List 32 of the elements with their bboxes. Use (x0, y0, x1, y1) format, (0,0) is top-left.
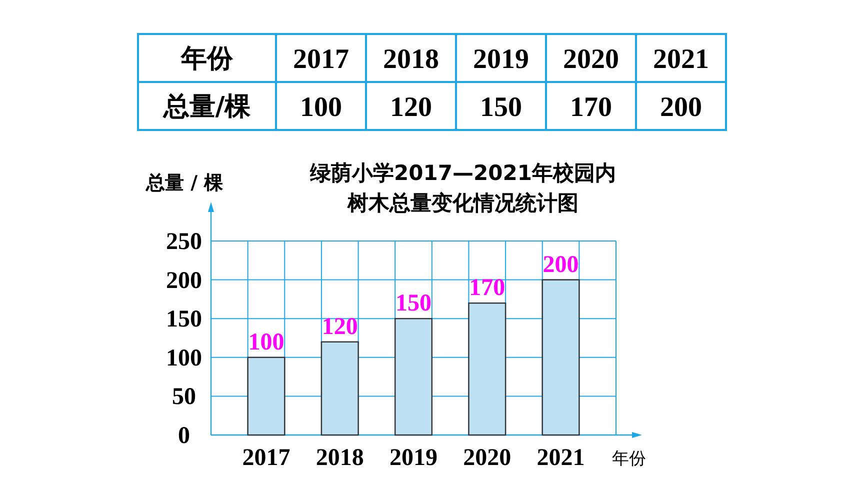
data-label: 120 (322, 314, 358, 340)
category-label: 2021 (653, 44, 709, 75)
x-tick-label: 2017 (242, 445, 290, 471)
text: 年份 (180, 44, 234, 74)
x-tick-label: 2020 (463, 445, 512, 471)
data-label: 150 (396, 290, 432, 317)
text: 200 (660, 92, 702, 123)
y-tick-label: 100 (166, 345, 202, 372)
text: 170 (570, 92, 612, 123)
y-tick-label: 200 (166, 268, 202, 294)
chart-title: 绿荫小学2017—2021年校园内 (309, 161, 616, 185)
category-label: 2020 (563, 44, 619, 75)
y-tick-label: 0 (178, 423, 190, 449)
data-label: 200 (542, 252, 579, 278)
y-tick-label: 150 (166, 306, 202, 333)
data-label: 170 (469, 275, 506, 302)
category-label: 2017 (293, 44, 349, 75)
text: 150 (480, 92, 522, 123)
x-tick-label: 2019 (390, 445, 438, 471)
category-label: 2018 (383, 44, 439, 75)
chart-subtitle: 树木总量变化情况统计图 (346, 191, 578, 215)
category-label: 2019 (473, 44, 529, 75)
x-tick-label: 2021 (536, 445, 585, 471)
text: 120 (390, 92, 432, 123)
text: 100 (300, 92, 342, 123)
y-axis-title: 总量 / 棵 (145, 172, 224, 194)
data-label: 100 (248, 329, 284, 356)
text: 总量/棵 (162, 92, 252, 122)
y-tick-label: 250 (166, 229, 202, 255)
x-tick-label: 2018 (316, 445, 364, 471)
x-axis-title: 年份 (612, 449, 646, 469)
y-tick-label: 50 (172, 384, 196, 410)
